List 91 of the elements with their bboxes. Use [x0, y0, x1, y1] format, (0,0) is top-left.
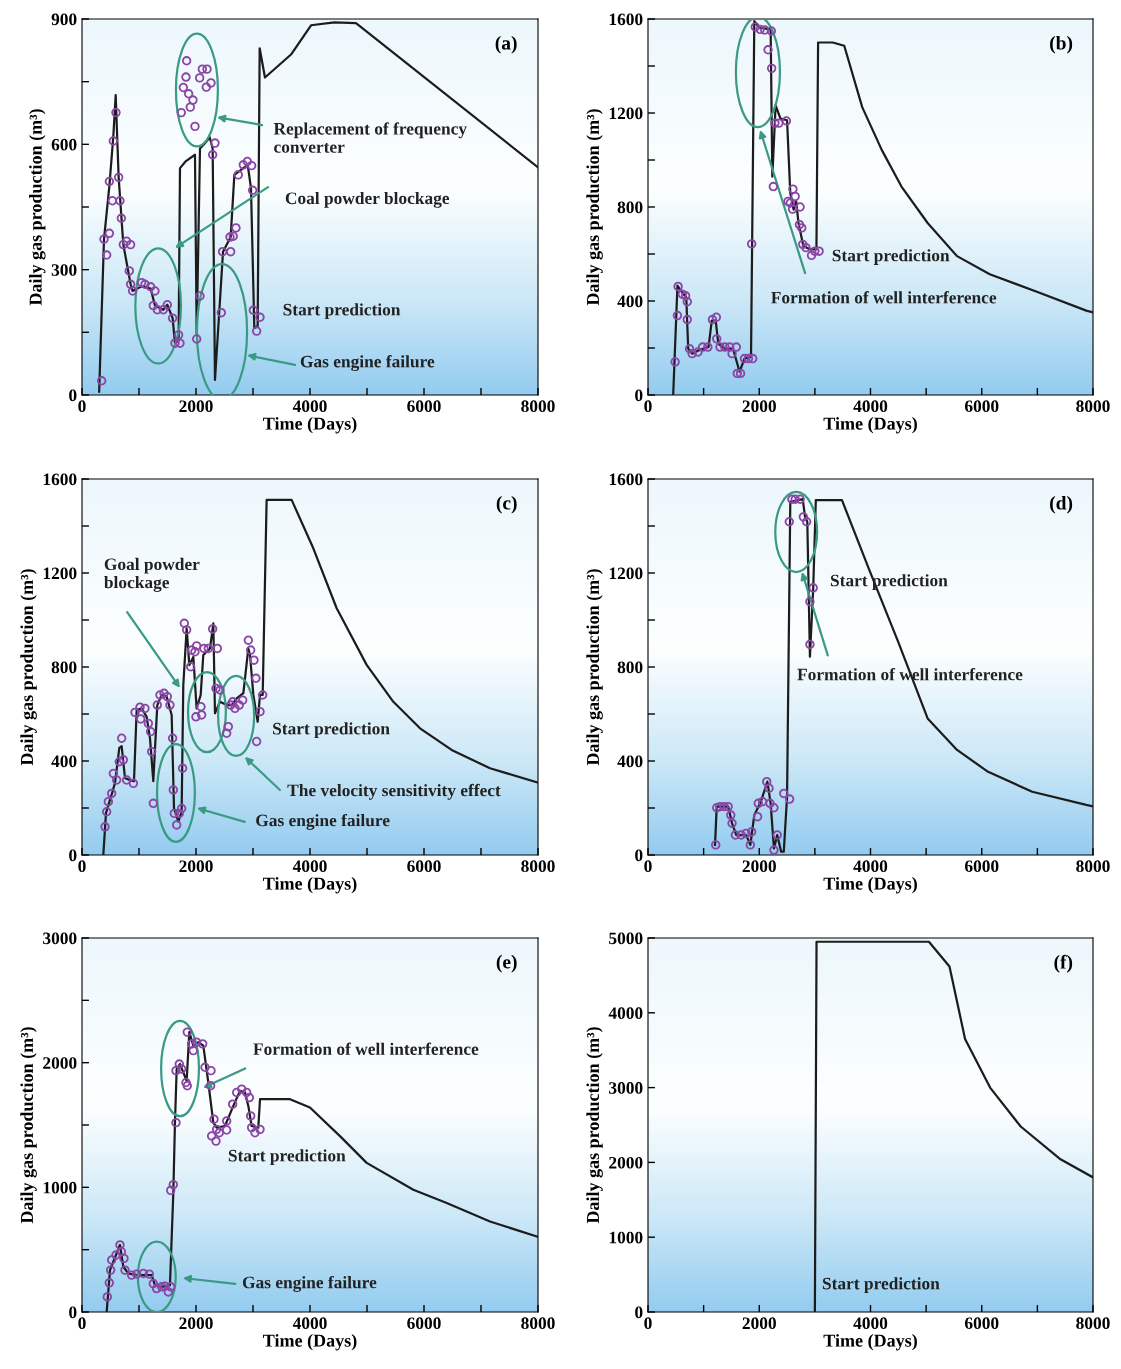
annotation: Start prediction	[822, 1277, 940, 1293]
text: (b)	[1050, 35, 1073, 54]
y-tick-label: 1200	[43, 567, 77, 580]
y-tick-label: 3000	[609, 1082, 643, 1094]
y-tick-label: 1600	[609, 473, 643, 486]
x-tick-label: 0	[644, 1317, 652, 1330]
annotation: Formation of well interference	[771, 291, 997, 304]
y-tick-label: 0	[635, 389, 643, 402]
y-tick-label: 2000	[609, 1156, 643, 1169]
x-tick-label: 8000	[1076, 860, 1110, 873]
text: (d)	[1050, 495, 1073, 514]
annotation: Start prediction	[228, 1149, 346, 1166]
text: (a)	[495, 35, 517, 54]
x-tick-label: 8000	[1076, 1317, 1110, 1330]
annotation: The velocity sensitivity effect	[287, 783, 501, 800]
y-axis-title: Daily gas production (m³)	[20, 569, 37, 766]
y-axis-title: Daily gas production (m³)	[29, 109, 46, 306]
x-tick-label: 4000	[853, 400, 888, 413]
text: (f)	[1054, 954, 1073, 973]
x-tick-label: 2000	[179, 1317, 213, 1330]
y-tick-label: 400	[51, 755, 77, 768]
x-axis-title: Time (Days)	[823, 416, 917, 434]
y-axis-title: Daily gas production (m³)	[20, 1027, 37, 1224]
x-axis-title: Time (Days)	[263, 416, 357, 434]
y-tick-label: 5000	[609, 932, 643, 945]
y-tick-label: 2000	[43, 1057, 77, 1069]
x-tick-label: 4000	[292, 400, 327, 413]
x-tick-label: 4000	[292, 860, 327, 873]
y-tick-label: 0	[635, 1306, 643, 1319]
x-tick-label: 8000	[521, 1317, 555, 1330]
x-tick-label: 2000	[179, 860, 213, 873]
y-tick-label: 0	[69, 1306, 77, 1319]
x-tick-label: 4000	[853, 860, 888, 873]
x-tick-label: 2000	[742, 860, 776, 873]
y-tick-label: 800	[617, 201, 643, 214]
y-tick-label: 300	[51, 264, 77, 276]
x-tick-label: 2000	[742, 400, 776, 413]
x-axis-title: Time (Days)	[823, 876, 917, 894]
x-tick-label: 4000	[853, 1317, 888, 1330]
y-tick-label: 1200	[609, 107, 643, 120]
y-tick-label: 0	[69, 389, 77, 402]
y-tick-label: 1600	[43, 473, 77, 486]
x-axis-title: Time (Days)	[823, 1333, 917, 1351]
text: (e)	[496, 954, 517, 973]
annotation: Start prediction	[273, 722, 390, 739]
annotation: Start prediction	[283, 303, 401, 320]
x-tick-label: 8000	[521, 860, 555, 873]
x-tick-label: 0	[644, 400, 652, 413]
y-tick-label: 1200	[609, 567, 643, 580]
x-tick-label: 6000	[964, 400, 999, 413]
y-tick-label: 3000	[43, 932, 77, 945]
annotation: Gas engine failure	[256, 813, 390, 830]
x-tick-label: 8000	[1076, 400, 1110, 413]
x-tick-label: 6000	[407, 400, 441, 413]
y-tick-label: 0	[69, 849, 77, 862]
y-axis-title: Daily gas production (m³)	[586, 569, 603, 766]
annotation: Replacement of frequency converter	[273, 122, 467, 153]
y-tick-label: 1000	[609, 1231, 643, 1244]
x-tick-label: 2000	[742, 1317, 776, 1330]
annotation: Coal powder blockage	[285, 191, 450, 208]
annotation: Goal powder blockage	[104, 557, 200, 592]
x-tick-label: 2000	[179, 400, 213, 413]
x-tick-label: 0	[78, 1317, 86, 1330]
x-tick-label: 4000	[292, 1317, 327, 1330]
x-tick-label: 6000	[964, 1317, 999, 1330]
y-tick-label: 4000	[608, 1007, 643, 1019]
y-tick-label: 800	[51, 661, 77, 674]
annotation: Start prediction	[832, 249, 950, 265]
annotation: Gas engine failure	[300, 355, 435, 372]
x-tick-label: 0	[644, 860, 652, 873]
y-tick-label: 400	[617, 295, 643, 308]
y-tick-label: 600	[51, 138, 77, 151]
y-tick-label: 1600	[609, 13, 643, 26]
y-tick-label: 800	[617, 661, 643, 674]
annotation: Formation of well interference	[253, 1042, 479, 1055]
y-tick-label: 900	[51, 13, 77, 26]
y-tick-label: 400	[617, 755, 643, 768]
y-tick-label: 1000	[43, 1181, 77, 1194]
annotation: Gas engine failure	[242, 1275, 377, 1292]
x-tick-label: 8000	[521, 400, 555, 413]
x-tick-label: 6000	[407, 1317, 441, 1330]
x-tick-label: 0	[78, 860, 86, 873]
text: (c)	[496, 495, 517, 514]
x-tick-label: 0	[78, 400, 86, 413]
x-axis-title: Time (Days)	[263, 876, 357, 894]
y-axis-title: Daily gas production (m³)	[586, 109, 603, 306]
y-axis-title: Daily gas production (m³)	[586, 1027, 603, 1224]
x-tick-label: 6000	[964, 860, 999, 873]
x-tick-label: 6000	[407, 860, 441, 873]
x-axis-title: Time (Days)	[263, 1333, 357, 1351]
y-tick-label: 0	[635, 849, 643, 862]
